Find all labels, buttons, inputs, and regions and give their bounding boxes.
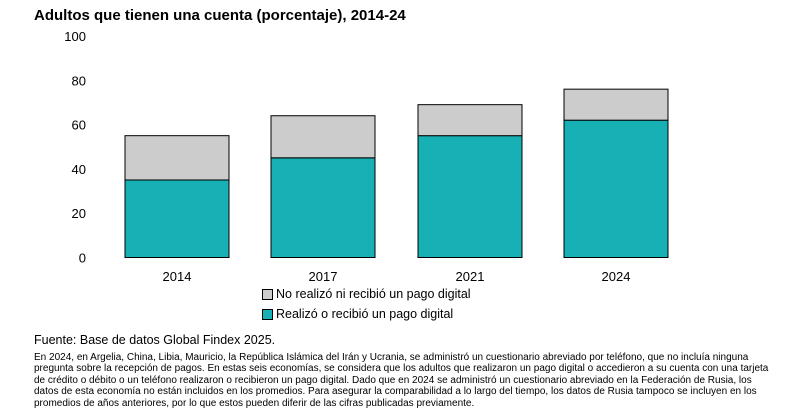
bar-no-digital-2021 xyxy=(417,104,523,137)
x-tick-label: 2017 xyxy=(309,269,338,284)
y-tick-label: 80 xyxy=(72,73,86,88)
bar-digital-2024 xyxy=(563,119,669,258)
x-tick-label: 2024 xyxy=(602,269,631,284)
bar-no-digital-2024 xyxy=(563,88,669,121)
legend-label-no-digital: No realizó ni recibió un pago digital xyxy=(276,287,471,301)
y-tick-label: 60 xyxy=(72,118,86,133)
bar-digital-2017 xyxy=(270,157,376,258)
legend-item-no-digital: No realizó ni recibió un pago digital xyxy=(262,285,471,303)
y-tick-label: 0 xyxy=(79,251,86,266)
legend: No realizó ni recibió un pago digital Re… xyxy=(262,285,471,325)
bar-no-digital-2017 xyxy=(270,115,376,159)
chart: 0 20 40 60 80 100 2014 2017 2021 2024 xyxy=(64,29,669,284)
bar-no-digital-2014 xyxy=(124,135,230,181)
y-tick-label: 40 xyxy=(72,162,86,177)
legend-swatch-no-digital xyxy=(262,288,273,300)
legend-label-digital: Realizó o recibió un pago digital xyxy=(276,307,454,321)
x-tick-label: 2014 xyxy=(163,269,192,284)
chart-title: Adultos que tienen una cuenta (porcentaj… xyxy=(34,7,406,24)
x-tick-label: 2021 xyxy=(456,269,485,284)
source-text: Fuente: Base de datos Global Findex 2025… xyxy=(34,333,276,347)
legend-item-digital: Realizó o recibió un pago digital xyxy=(262,305,471,323)
note-text: En 2024, en Argelia, China, Libia, Mauri… xyxy=(34,352,769,409)
legend-swatch-digital xyxy=(262,308,273,320)
y-tick-label: 20 xyxy=(72,206,86,221)
bar-digital-2021 xyxy=(417,135,523,258)
y-tick-label: 100 xyxy=(64,29,86,44)
bar-digital-2014 xyxy=(124,179,230,259)
